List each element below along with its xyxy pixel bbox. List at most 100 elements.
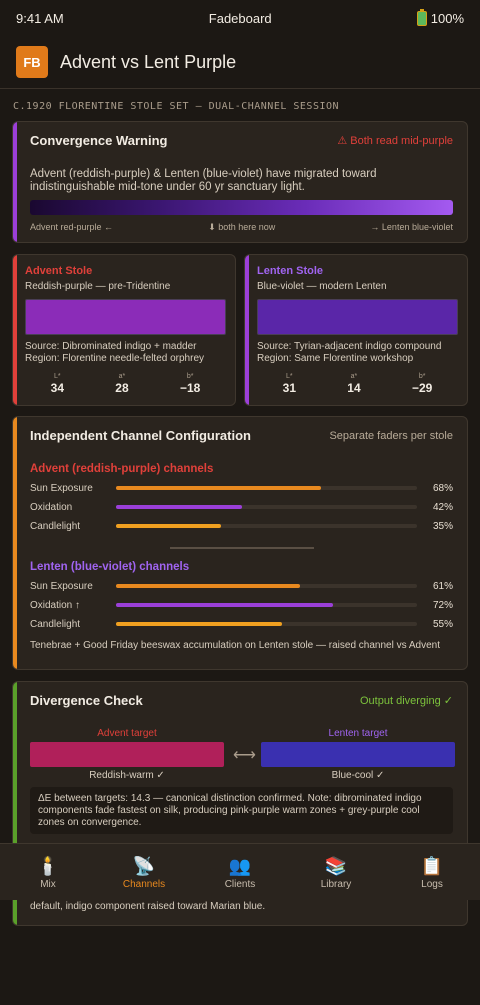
advent-stole-card[interactable]: Advent Stole Reddish-purple — pre-Triden… — [12, 254, 236, 406]
divergence-badge: Output diverging ✓ — [360, 695, 453, 707]
status-bar: 9:41 AM Fadeboard 100% — [0, 0, 480, 36]
slider-label: Candlelight — [30, 618, 81, 630]
app-header: FB Advent vs Lent Purple — [0, 36, 480, 89]
lab-key: a* — [118, 373, 126, 380]
slider-label: Oxidation — [30, 501, 73, 513]
lab-a: a* 14 — [347, 373, 360, 395]
lab-key: L* — [286, 373, 293, 380]
lab-value: −18 — [179, 381, 201, 395]
lenten-stole-subtitle: Blue-violet — modern Lenten — [257, 281, 387, 292]
books-icon: 📚 — [324, 856, 348, 876]
nav-label: Channels — [122, 879, 166, 890]
slider-value: 55% — [432, 618, 453, 630]
slider-fill — [116, 603, 333, 607]
slider-label: Oxidation ↑ — [30, 599, 81, 611]
battery-indicator: 100% — [416, 8, 464, 26]
delta-e-note: ΔE between targets: 14.3 — canonical dis… — [30, 787, 453, 834]
lab-value: 28 — [115, 381, 129, 395]
lenten-oxidation-slider[interactable]: Oxidation ↑ 72% — [30, 598, 453, 612]
advent-target-swatch — [30, 742, 224, 767]
group-divider — [170, 547, 314, 549]
lenten-target-tag: Blue-cool ✓ — [331, 770, 385, 781]
nav-channels[interactable]: 📡 Channels — [96, 844, 192, 900]
slider-track[interactable] — [116, 524, 417, 528]
swap-icon[interactable]: ⟷ — [233, 747, 256, 764]
advent-lab-values: L* 34 a* 28 b* −18 — [25, 373, 226, 395]
lab-value: −29 — [411, 381, 433, 395]
card-accent — [13, 122, 17, 242]
slider-track[interactable] — [116, 622, 417, 626]
legend-current: ⬇ both here now — [208, 222, 276, 232]
lab-value: 34 — [50, 381, 64, 395]
warning-text: Advent (reddish-purple) & Lenten (blue-v… — [30, 168, 377, 193]
lenten-sun-slider[interactable]: Sun Exposure 61% — [30, 579, 453, 593]
lab-value: 14 — [347, 381, 361, 395]
lab-b: b* −18 — [180, 373, 200, 395]
users-icon: 👥 — [228, 856, 252, 876]
app-logo[interactable]: FB — [16, 46, 48, 78]
advent-color-swatch — [25, 299, 226, 335]
lab-key: a* — [350, 373, 358, 380]
slider-label: Sun Exposure — [30, 482, 93, 494]
satellite-icon: 📡 — [132, 856, 156, 876]
nav-library[interactable]: 📚 Library — [288, 844, 384, 900]
lenten-lab-values: L* 31 a* 14 b* −29 — [257, 373, 458, 395]
lab-key: L* — [54, 373, 61, 380]
warning-title: Convergence Warning — [30, 133, 168, 148]
advent-oxidation-slider[interactable]: Oxidation 42% — [30, 500, 453, 514]
status-carrier: Fadeboard — [208, 10, 272, 26]
slider-fill — [116, 622, 282, 626]
page-title: Advent vs Lent Purple — [60, 51, 237, 72]
slider-track[interactable] — [116, 505, 417, 509]
lenten-channels-title: Lenten (blue-violet) channels — [30, 561, 190, 573]
legend-lenten: → Lenten blue-violet — [370, 222, 453, 232]
gradient-legend: Advent red-purple ← ⬇ both here now → Le… — [30, 222, 453, 233]
lab-l: L* 34 — [51, 373, 64, 395]
convergence-warning-card: Convergence Warning ⚠ Both read mid-purp… — [12, 121, 468, 243]
advent-sun-slider[interactable]: Sun Exposure 68% — [30, 481, 453, 495]
advent-stole-title: Advent Stole — [25, 265, 93, 277]
nav-label: Library — [320, 879, 352, 890]
slider-value: 35% — [432, 520, 453, 532]
lenten-stole-title: Lenten Stole — [257, 265, 324, 277]
lenten-target-swatch — [261, 742, 455, 767]
lab-a: a* 28 — [115, 373, 128, 395]
clipboard-icon: 📋 — [420, 856, 444, 876]
status-time: 9:41 AM — [16, 10, 64, 26]
slider-label: Sun Exposure — [30, 580, 93, 592]
slider-fill — [116, 584, 300, 588]
nav-logs[interactable]: 📋 Logs — [384, 844, 480, 900]
lenten-target-label: Lenten target — [328, 728, 388, 739]
nav-clients[interactable]: 👥 Clients — [192, 844, 288, 900]
slider-fill — [116, 524, 222, 528]
candle-icon: 🕯️ — [36, 856, 60, 876]
lenten-color-swatch — [257, 299, 458, 335]
session-label: C.1920 FLORENTINE STOLE SET — DUAL-CHANN… — [13, 101, 340, 112]
advent-target-label: Advent target — [97, 728, 157, 739]
card-accent — [13, 417, 17, 669]
nav-mix[interactable]: 🕯️ Mix — [0, 844, 96, 900]
card-accent — [245, 255, 249, 405]
channel-config-card: Independent Channel Configuration Separa… — [12, 416, 468, 670]
lenten-stole-card[interactable]: Lenten Stole Blue-violet — modern Lenten… — [244, 254, 468, 406]
slider-track[interactable] — [116, 603, 417, 607]
lenten-candlelight-slider[interactable]: Candlelight 55% — [30, 617, 453, 631]
slider-track[interactable] — [116, 486, 417, 490]
slider-value: 61% — [432, 580, 453, 592]
advent-candlelight-slider[interactable]: Candlelight 35% — [30, 519, 453, 533]
lab-l: L* 31 — [283, 373, 296, 395]
lab-key: b* — [186, 373, 194, 380]
divergence-title: Divergence Check — [30, 693, 143, 708]
slider-fill — [116, 505, 243, 509]
purple-gradient-scale — [30, 200, 453, 215]
advent-channels-title: Advent (reddish-purple) channels — [30, 463, 214, 475]
advent-stole-source: Source: Dibrominated indigo + madder Reg… — [25, 341, 229, 365]
advent-stole-subtitle: Reddish-purple — pre-Tridentine — [25, 281, 171, 292]
lab-value: 31 — [282, 381, 296, 395]
slider-track[interactable] — [116, 584, 417, 588]
warning-badge: ⚠ Both read mid-purple — [337, 135, 453, 147]
lab-key: b* — [418, 373, 426, 380]
lenten-source-line: Source: Tyrian-adjacent indigo compound — [257, 341, 442, 352]
battery-icon — [416, 8, 427, 26]
card-accent — [13, 255, 17, 405]
